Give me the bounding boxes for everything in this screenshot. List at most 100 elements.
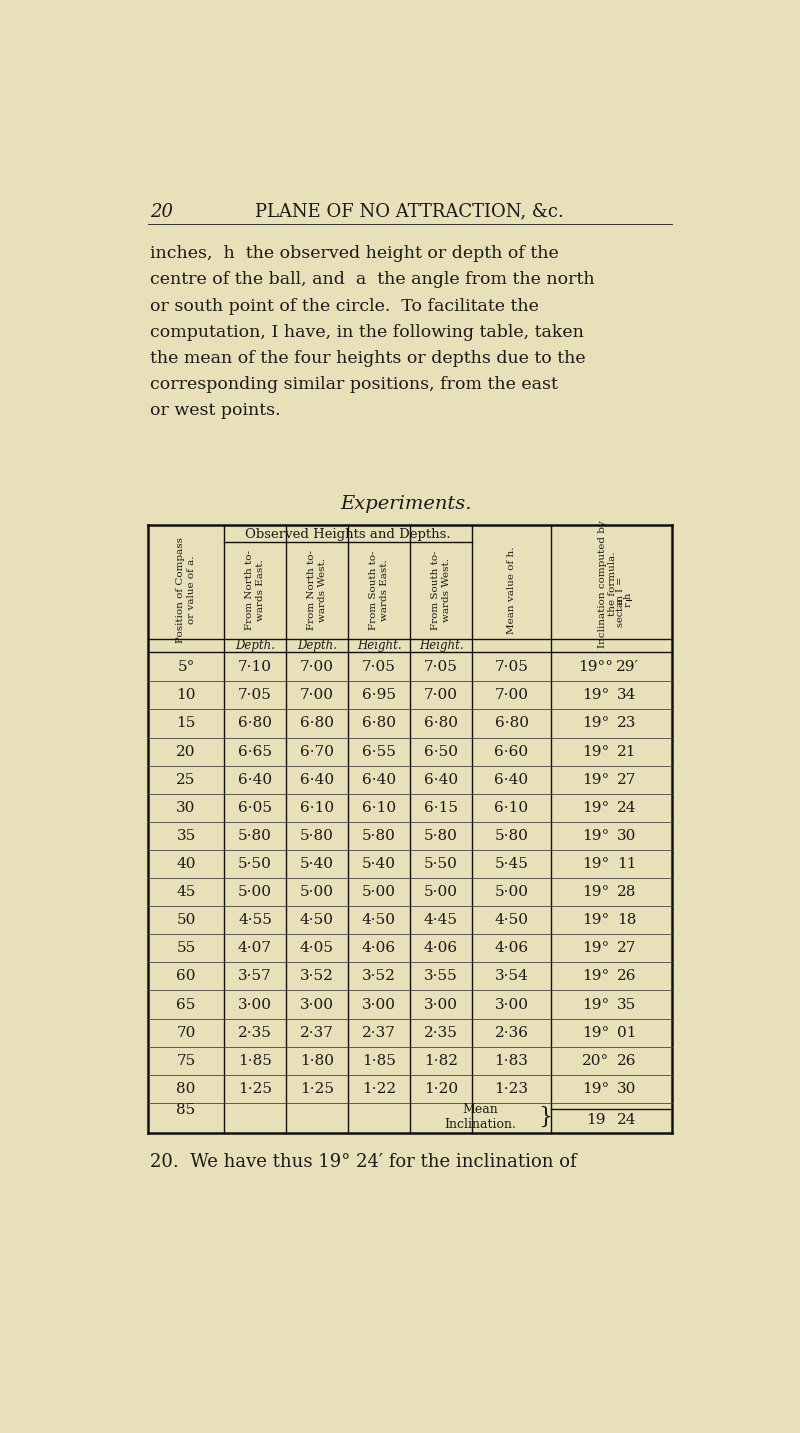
Text: 19°: 19° (582, 1082, 610, 1096)
Text: 6·10: 6·10 (362, 801, 396, 815)
Text: 1·85: 1·85 (362, 1053, 396, 1068)
Text: 6·80: 6·80 (494, 716, 529, 731)
Text: 2·36: 2·36 (494, 1026, 529, 1039)
Text: From North to-
wards West.: From North to- wards West. (307, 550, 326, 631)
Text: PLANE OF NO ATTRACTION, &c.: PLANE OF NO ATTRACTION, &c. (255, 202, 564, 221)
Text: 2·35: 2·35 (238, 1026, 272, 1039)
Text: 10: 10 (176, 688, 196, 702)
Text: 19°: 19° (582, 828, 610, 843)
Text: 20.  We have thus 19° 24′ for the inclination of: 20. We have thus 19° 24′ for the inclina… (150, 1154, 577, 1171)
Text: 2·37: 2·37 (362, 1026, 396, 1039)
Text: or west points.: or west points. (150, 403, 281, 420)
Text: 5·00: 5·00 (362, 886, 396, 898)
Text: 1·25: 1·25 (238, 1082, 272, 1096)
Text: 20: 20 (176, 745, 196, 758)
Text: Height.: Height. (357, 639, 402, 652)
Text: 45: 45 (176, 886, 196, 898)
Text: 5·80: 5·80 (424, 828, 458, 843)
Text: Position of Compass
or value of a.: Position of Compass or value of a. (176, 537, 196, 643)
Text: 3·52: 3·52 (300, 969, 334, 983)
Text: Depth.: Depth. (235, 639, 275, 652)
Text: 7·05: 7·05 (494, 661, 529, 675)
Text: 34: 34 (618, 688, 637, 702)
Text: From South to-
wards East.: From South to- wards East. (370, 550, 389, 631)
Text: 3·54: 3·54 (494, 969, 529, 983)
Text: computation, I have, in the following table, taken: computation, I have, in the following ta… (150, 324, 584, 341)
Text: 6·50: 6·50 (424, 745, 458, 758)
Text: 21: 21 (618, 745, 637, 758)
Text: }: } (538, 1106, 552, 1128)
Text: 6·40: 6·40 (424, 772, 458, 787)
Text: Mean value of h.: Mean value of h. (507, 546, 516, 633)
Text: 6·65: 6·65 (238, 745, 272, 758)
Text: 7·05: 7·05 (362, 661, 396, 675)
Text: 3·00: 3·00 (300, 997, 334, 1012)
Text: 19°: 19° (582, 969, 610, 983)
Text: 19°: 19° (582, 913, 610, 927)
Text: 19°: 19° (582, 997, 610, 1012)
Text: 1·82: 1·82 (424, 1053, 458, 1068)
Text: 6·80: 6·80 (300, 716, 334, 731)
Text: 7·00: 7·00 (300, 661, 334, 675)
Text: 6·05: 6·05 (238, 801, 272, 815)
Text: 27: 27 (618, 772, 637, 787)
Text: 3·52: 3·52 (362, 969, 396, 983)
Text: 7·00: 7·00 (494, 688, 529, 702)
Text: 80: 80 (176, 1082, 196, 1096)
Text: 3·00: 3·00 (494, 997, 529, 1012)
Text: tan I =: tan I = (616, 577, 626, 610)
Text: 27: 27 (618, 941, 637, 956)
Text: 5·00: 5·00 (494, 886, 529, 898)
Text: 3·57: 3·57 (238, 969, 272, 983)
Text: 4·06: 4·06 (494, 941, 529, 956)
Text: 5·00: 5·00 (300, 886, 334, 898)
Text: 4·55: 4·55 (238, 913, 272, 927)
Text: 5·40: 5·40 (362, 857, 396, 871)
Text: 20°: 20° (582, 1053, 610, 1068)
Text: 26: 26 (618, 969, 637, 983)
Text: 5·80: 5·80 (300, 828, 334, 843)
Text: 5·40: 5·40 (300, 857, 334, 871)
Text: 6·10: 6·10 (300, 801, 334, 815)
Text: 6·40: 6·40 (300, 772, 334, 787)
Text: h: h (624, 593, 633, 599)
Text: 19°: 19° (582, 745, 610, 758)
Text: 6·40: 6·40 (494, 772, 529, 787)
Text: 24: 24 (618, 1113, 637, 1126)
Text: 19°: 19° (582, 857, 610, 871)
Text: 19°: 19° (582, 688, 610, 702)
Text: 85: 85 (176, 1103, 196, 1116)
Text: 4·50: 4·50 (494, 913, 529, 927)
Text: inches,  h  the observed height or depth of the: inches, h the observed height or depth o… (150, 245, 559, 262)
Text: 7·00: 7·00 (424, 688, 458, 702)
Text: 19: 19 (586, 1113, 606, 1126)
Text: 6·80: 6·80 (362, 716, 396, 731)
Text: 2·35: 2·35 (424, 1026, 458, 1039)
Text: 4·05: 4·05 (300, 941, 334, 956)
Text: 1·83: 1·83 (494, 1053, 529, 1068)
Text: 26: 26 (618, 1053, 637, 1068)
Text: 5·50: 5·50 (238, 857, 272, 871)
Text: 1·22: 1·22 (362, 1082, 396, 1096)
Text: 19°: 19° (582, 941, 610, 956)
Text: 1·25: 1·25 (300, 1082, 334, 1096)
Text: 1·20: 1·20 (424, 1082, 458, 1096)
Text: 19°: 19° (582, 1026, 610, 1039)
Text: 19°: 19° (582, 716, 610, 731)
Text: From South to-
wards West.: From South to- wards West. (431, 550, 450, 631)
Text: 6·55: 6·55 (362, 745, 396, 758)
Text: 20: 20 (150, 202, 174, 221)
Text: 30: 30 (618, 828, 637, 843)
Text: 18: 18 (618, 913, 637, 927)
Text: 3·00: 3·00 (424, 997, 458, 1012)
Text: 55: 55 (176, 941, 196, 956)
Text: 5·45: 5·45 (494, 857, 529, 871)
Text: 1·80: 1·80 (300, 1053, 334, 1068)
Text: 24: 24 (618, 801, 637, 815)
Text: 5·80: 5·80 (362, 828, 396, 843)
Text: 2·37: 2·37 (300, 1026, 334, 1039)
Text: 7·05: 7·05 (238, 688, 272, 702)
Text: 5·80: 5·80 (494, 828, 529, 843)
Text: 4·50: 4·50 (300, 913, 334, 927)
Text: 5·00: 5·00 (238, 886, 272, 898)
